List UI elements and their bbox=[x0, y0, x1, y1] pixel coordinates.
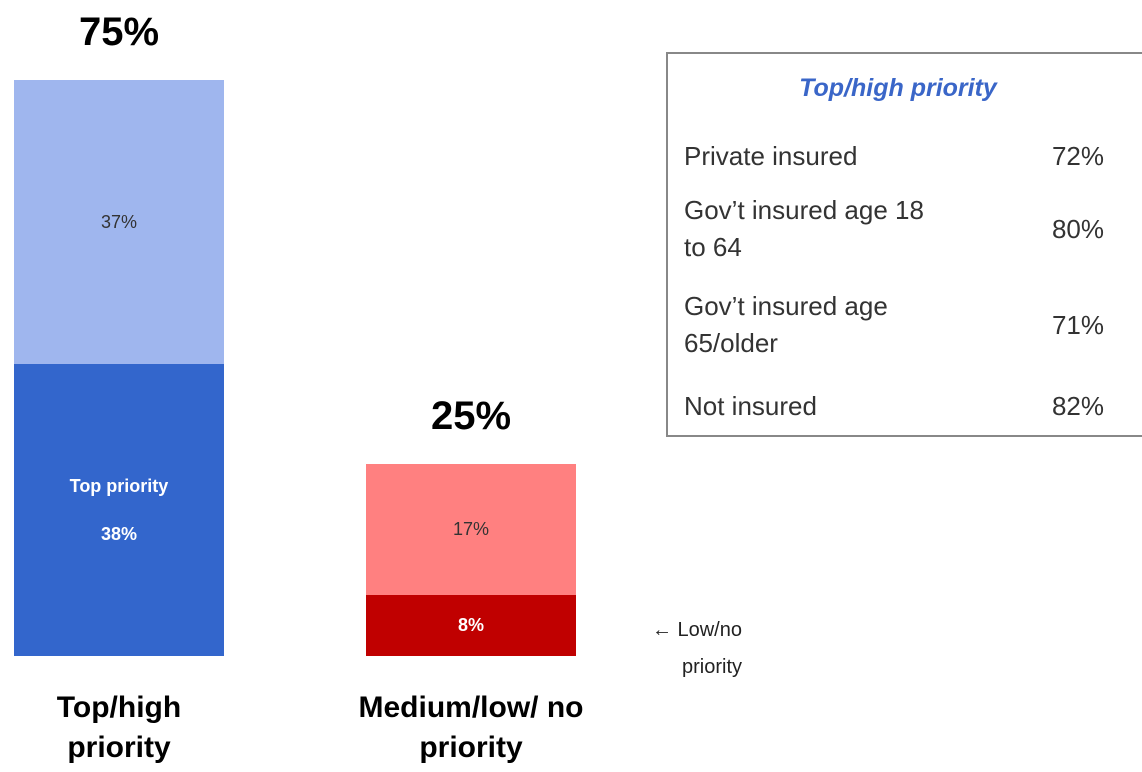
table-title: Top/high priority bbox=[799, 74, 997, 102]
total-label: 25% bbox=[430, 394, 512, 438]
row-label: Private insured bbox=[684, 141, 858, 171]
table-row: Gov’t insured age 65/older 71% bbox=[684, 288, 1104, 362]
bar-segment: Top priority 38% bbox=[14, 364, 224, 656]
value-label: 17% bbox=[452, 518, 490, 539]
value-label: 8% bbox=[457, 614, 484, 635]
row-value: 80% bbox=[1051, 213, 1104, 244]
table-row: Not insured 82% bbox=[684, 388, 1104, 425]
row-label: Not insured bbox=[684, 391, 817, 421]
table: Top/high priority Private insured 72% Gov’… bbox=[666, 52, 1142, 437]
category-label: Medium/low/ no priority bbox=[358, 691, 584, 764]
table-row: Private insured 72% bbox=[684, 138, 1104, 175]
total-label: 75% bbox=[78, 10, 160, 54]
annotation: ← Low/no priority bbox=[651, 619, 742, 678]
row-value: 71% bbox=[1051, 309, 1104, 340]
value-label: 38% bbox=[100, 524, 138, 545]
row-label: Gov’t insured age 65/older bbox=[684, 291, 888, 358]
row-value: 82% bbox=[1051, 391, 1104, 421]
table-row: Gov’t insured age 18 to 64 80% bbox=[684, 192, 1104, 266]
bar-segment: 37% bbox=[14, 80, 224, 365]
value-label: 37% bbox=[100, 211, 138, 232]
row-label: Gov’t insured age 18 to 64 bbox=[684, 195, 924, 262]
category-label: Top/high priority bbox=[56, 691, 182, 764]
segment-label: Top priority bbox=[69, 476, 169, 497]
bar-segment: 17% bbox=[366, 464, 576, 595]
row-value: 72% bbox=[1051, 141, 1104, 171]
bar-segment: 8% bbox=[366, 594, 576, 656]
